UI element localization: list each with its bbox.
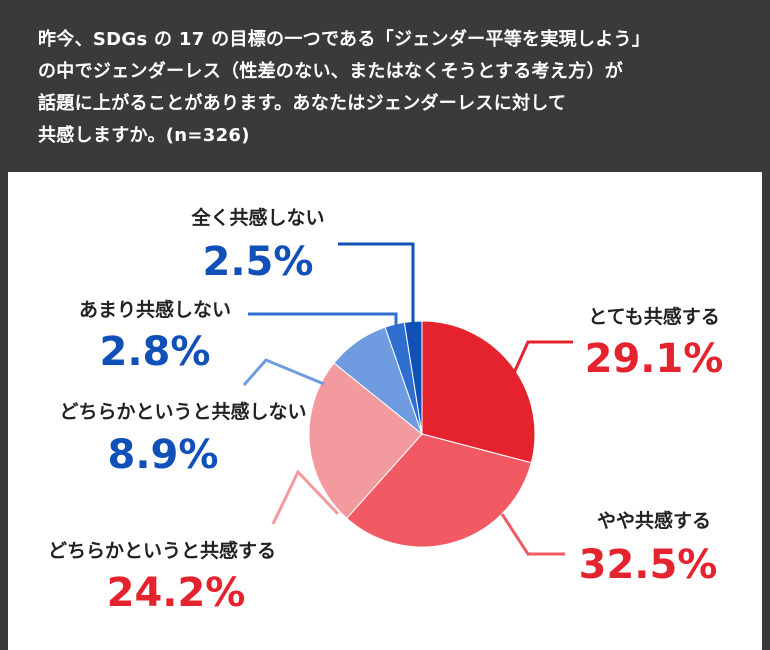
pie-slice-very-agree: [421, 320, 536, 464]
question-line-2: の中でジェンダーレス（性差のない、またはなくそうとする考え方）が: [38, 61, 624, 82]
pie-slice-somewhat-agree: [346, 433, 532, 548]
question-header: 昨今、SDGs の 17 の目標の一つである「ジェンダー平等を実現しよう」 の中…: [0, 0, 770, 170]
label-group-not-at-all-agree: 全く共感しない 2.5%: [190, 206, 324, 285]
category-label-somewhat-agree: やや共感する: [597, 509, 711, 532]
question-text: 昨今、SDGs の 17 の目標の一つである「ジェンダー平等を実現しよう」 の中…: [38, 24, 738, 152]
value-label-very-agree: 29.1%: [585, 336, 724, 382]
pie-slices: [308, 320, 536, 548]
question-line-3: 話題に上がることがあります。あなたはジェンダーレスに対して: [38, 93, 567, 114]
question-line-4: 共感しますか。(n=326): [38, 125, 250, 146]
category-label-not-much-agree: あまり共感しない: [79, 298, 231, 321]
label-group-somewhat-agree: やや共感する 32.5%: [579, 509, 718, 588]
category-label-rather-agree: どちらかというと共感する: [48, 539, 276, 562]
label-group-rather-agree: どちらかというと共感する 24.2%: [48, 539, 276, 616]
chart-panel: とても共感する 29.1% やや共感する 32.5% どちらかというと共感する …: [8, 172, 762, 650]
category-label-not-at-all-agree: 全く共感しない: [190, 206, 324, 229]
leader-lines: [242, 242, 573, 556]
value-label-rather-agree: 24.2%: [107, 570, 246, 616]
value-label-somewhat-agree: 32.5%: [579, 542, 718, 588]
leader-line-not-at-all-agree: [338, 242, 415, 322]
label-group-rather-disagree: どちらかというと共感しない 8.9%: [59, 400, 306, 478]
value-label-rather-disagree: 8.9%: [108, 432, 219, 478]
question-line-1: 昨今、SDGs の 17 の目標の一つである「ジェンダー平等を実現しよう」: [38, 29, 651, 50]
category-label-very-agree: とても共感する: [588, 305, 719, 328]
leader-line-somewhat-agree: [500, 513, 565, 556]
value-label-not-much-agree: 2.8%: [100, 329, 211, 375]
pie-chart: とても共感する 29.1% やや共感する 32.5% どちらかというと共感する …: [48, 206, 724, 616]
value-label-not-at-all-agree: 2.5%: [203, 239, 314, 285]
leader-line-very-agree: [503, 340, 573, 394]
label-group-not-much-agree: あまり共感しない 2.8%: [79, 298, 231, 375]
leader-line-rather-agree: [271, 469, 340, 525]
leader-line-rather-disagree: [242, 358, 325, 386]
label-group-very-agree: とても共感する 29.1%: [585, 305, 724, 382]
category-label-rather-disagree: どちらかというと共感しない: [59, 400, 306, 423]
leader-line-not-much-agree: [248, 312, 398, 328]
pie-slice-rather-agree: [308, 362, 423, 519]
